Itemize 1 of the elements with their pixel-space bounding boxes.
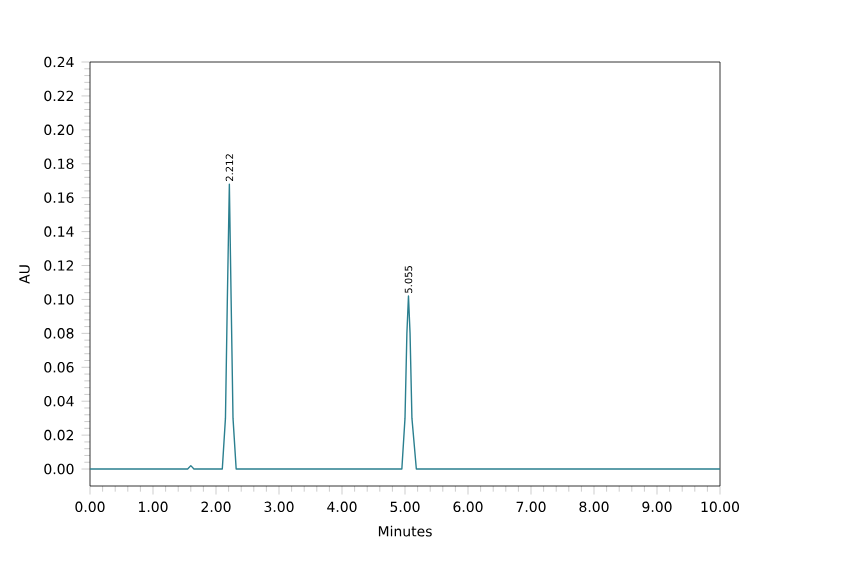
line-series bbox=[90, 183, 721, 470]
